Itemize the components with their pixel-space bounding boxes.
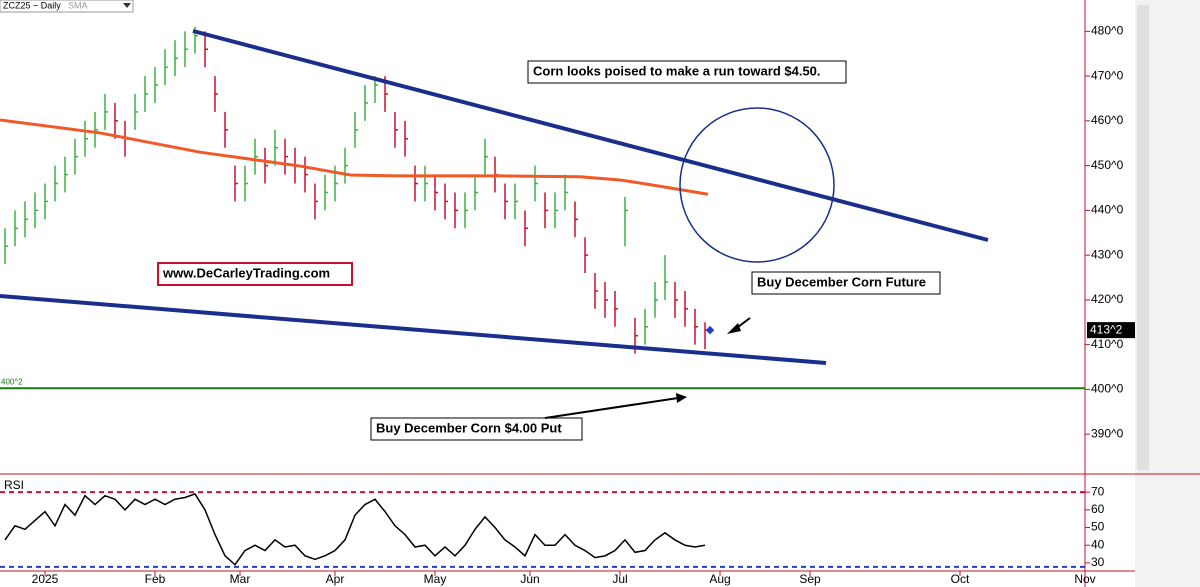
- rsi-tick-label: 50: [1091, 520, 1105, 534]
- symbol: ZCZ25 ~ Daily: [3, 0, 61, 10]
- sma-line: [0, 118, 709, 196]
- note: Buy December Corn $4.00 Put: [376, 420, 562, 435]
- x-tick-label: Apr: [326, 572, 345, 586]
- y-tick-label: 430^0: [1091, 247, 1124, 261]
- circle: [679, 107, 835, 263]
- arrow-head: [676, 393, 687, 403]
- x-tick-label: Oct: [951, 572, 970, 586]
- scrollbar: [1137, 5, 1149, 470]
- y-tick-label: 400^0: [1091, 382, 1124, 396]
- y-tick-label: 450^0: [1091, 158, 1124, 172]
- rsi-tick-label: 60: [1091, 502, 1105, 516]
- y-tick-label: 480^0: [1091, 24, 1124, 38]
- sma-label: SMA: [68, 0, 88, 10]
- rsi-label: RSI: [4, 478, 24, 492]
- level-label: 400^2: [1, 377, 23, 386]
- y-tick-label: 410^0: [1091, 337, 1124, 351]
- trendline: [0, 294, 827, 365]
- arrow: [544, 397, 679, 419]
- arrow-head: [727, 323, 741, 334]
- note: Buy December Corn Future: [757, 274, 926, 289]
- rsi-line: [4, 493, 706, 566]
- x-tick-label: Jul: [612, 572, 627, 586]
- note: Corn looks poised to make a run toward $…: [533, 63, 821, 78]
- x-tick-label: Sep: [799, 572, 821, 586]
- note-box: [157, 262, 353, 286]
- y-tick-label: 420^0: [1091, 292, 1124, 306]
- y-tick-label: 440^0: [1091, 203, 1124, 217]
- x-tick-label: Mar: [230, 572, 251, 586]
- last-price-box: [1087, 322, 1135, 339]
- note-box: [527, 60, 847, 84]
- rsi-tick-label: 70: [1091, 484, 1105, 498]
- marks: 390^0 400^0 410^0 420^0 430^0 440^0 450^0 460^0…: [0, 24, 1135, 586]
- x-tick-label: Nov: [1074, 572, 1095, 586]
- x-tick-label: Aug: [709, 572, 730, 586]
- note: www.DeCarleyTrading.com: [162, 265, 330, 280]
- y-tick-label: 460^0: [1091, 113, 1124, 127]
- y-tick-label: 470^0: [1091, 68, 1124, 82]
- x-tick-label: 2025: [32, 572, 59, 586]
- note-box: [370, 417, 583, 441]
- rsi-tick-label: 40: [1091, 537, 1105, 551]
- rsi-tick-label: 30: [1091, 555, 1105, 569]
- y-tick-label: 390^0: [1091, 426, 1124, 440]
- dropdown[interactable]: [123, 3, 131, 8]
- x-tick-label: Feb: [145, 572, 166, 586]
- x-tick-label: May: [424, 572, 447, 586]
- x-tick-label: Jun: [520, 572, 539, 586]
- note-box: [751, 271, 941, 295]
- trendline: [192, 29, 989, 242]
- symbol-box[interactable]: [0, 0, 134, 13]
- last-price-label: 413^2: [1090, 322, 1123, 336]
- last-price-dot: [705, 325, 715, 335]
